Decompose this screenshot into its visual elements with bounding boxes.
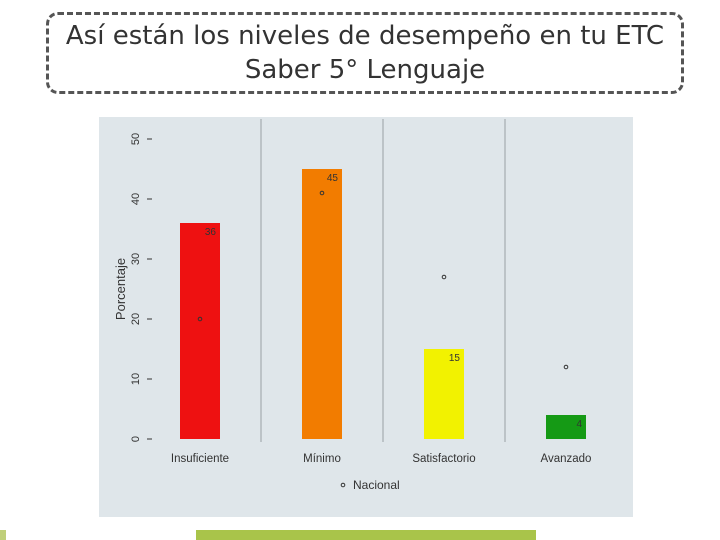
y-tick-label: 50 <box>130 133 142 145</box>
nacional-point <box>319 190 325 196</box>
bar-value-label: 15 <box>449 353 461 364</box>
grid-lines <box>260 119 506 442</box>
y-tick-label: 30 <box>130 253 142 265</box>
nacional-point <box>197 316 203 322</box>
bar-mínimo <box>302 169 342 439</box>
category-label: Insuficiente <box>171 453 229 465</box>
bar-satisfactorio <box>424 349 464 439</box>
legend-label: Nacional <box>353 478 400 492</box>
category-label: Satisfactorio <box>412 453 475 465</box>
y-axis: 0 10 20 30 40 50 Porcentaje <box>113 133 152 442</box>
x-axis-labels: Insuficiente Mínimo Satisfactorio Avanzado <box>171 453 592 465</box>
bar-value-label: 4 <box>576 419 582 430</box>
footer-accent <box>0 530 6 540</box>
legend-marker <box>340 482 346 488</box>
nacional-points <box>197 190 569 370</box>
slide-title-line-2: Saber 5° Lenguaje <box>244 55 486 85</box>
bar-insuficiente <box>180 223 220 439</box>
y-tick-label: 20 <box>130 313 142 325</box>
bars: 36 45 15 4 <box>180 169 586 439</box>
nacional-point <box>563 364 569 370</box>
bar-value-label: 45 <box>327 173 339 184</box>
nacional-point <box>441 274 447 280</box>
bar-avanzado <box>546 415 586 439</box>
legend: Nacional <box>340 478 400 492</box>
footer-bar <box>196 530 536 540</box>
y-axis-label: Porcentaje <box>113 258 128 320</box>
slide-title-line-1: Así están los niveles de desempeño en tu… <box>65 21 665 51</box>
bar-value-label: 36 <box>205 227 217 238</box>
y-tick-label: 10 <box>130 373 142 385</box>
y-tick-label: 0 <box>130 436 142 442</box>
chart-panel: 36 45 15 4 0 10 20 30 40 50 Porcentaje Insuficien… <box>99 117 633 517</box>
category-label: Avanzado <box>541 453 592 465</box>
slide-title: Así están los niveles de desempeño en tu… <box>46 12 684 94</box>
category-label: Mínimo <box>303 453 341 465</box>
y-tick-label: 40 <box>130 193 142 205</box>
bar-chart: 36 45 15 4 0 10 20 30 40 50 Porcentaje Insuficien… <box>113 119 592 492</box>
